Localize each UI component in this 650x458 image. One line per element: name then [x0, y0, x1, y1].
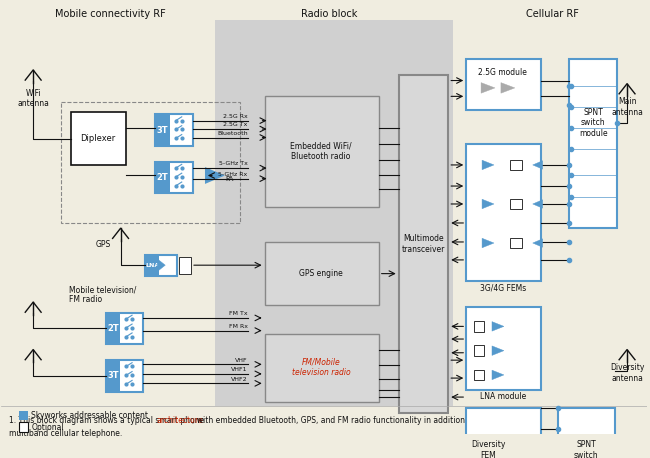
FancyBboxPatch shape	[265, 334, 379, 403]
Text: Diplexer: Diplexer	[80, 134, 115, 143]
Text: GPS engine: GPS engine	[299, 269, 343, 278]
Text: 1. This block diagram shows a typical smart phone: 1. This block diagram shows a typical sm…	[9, 416, 207, 425]
FancyBboxPatch shape	[474, 345, 484, 356]
Text: VHF1: VHF1	[231, 367, 248, 372]
Text: Diversity
FEM: Diversity FEM	[471, 440, 505, 458]
Text: VHF: VHF	[235, 358, 248, 363]
Text: 2T: 2T	[107, 324, 119, 333]
Text: Mobile television/
FM radio: Mobile television/ FM radio	[69, 285, 136, 305]
FancyBboxPatch shape	[265, 242, 379, 305]
Text: Multimode
transceiver: Multimode transceiver	[402, 234, 445, 254]
Text: 5-GHz Rx: 5-GHz Rx	[218, 172, 248, 177]
Text: SPNT
switch
module: SPNT switch module	[579, 108, 608, 138]
FancyBboxPatch shape	[558, 408, 615, 458]
FancyBboxPatch shape	[474, 370, 484, 380]
Text: FM/Mobile
television radio: FM/Mobile television radio	[292, 358, 350, 377]
Text: Bluetooth: Bluetooth	[217, 131, 248, 136]
FancyBboxPatch shape	[106, 360, 144, 392]
Polygon shape	[482, 199, 494, 209]
FancyBboxPatch shape	[398, 75, 448, 413]
Text: Mobile connectivity RF: Mobile connectivity RF	[55, 9, 166, 19]
Text: 2.5G Rx: 2.5G Rx	[223, 114, 248, 119]
Text: Embedded WiFi/
Bluetooth radio: Embedded WiFi/ Bluetooth radio	[291, 142, 352, 161]
Text: Main
antenna: Main antenna	[611, 97, 643, 117]
FancyBboxPatch shape	[146, 255, 159, 276]
Polygon shape	[533, 200, 543, 208]
FancyBboxPatch shape	[179, 257, 191, 273]
FancyBboxPatch shape	[106, 313, 120, 344]
Text: architecture: architecture	[157, 416, 203, 425]
Polygon shape	[501, 82, 515, 93]
Polygon shape	[492, 346, 504, 355]
Text: 2T: 2T	[157, 173, 168, 182]
Polygon shape	[157, 259, 165, 272]
Text: 3G/4G FEMs: 3G/4G FEMs	[480, 284, 526, 293]
Text: Skyworks addressable content: Skyworks addressable content	[31, 411, 148, 420]
Polygon shape	[492, 370, 504, 380]
FancyBboxPatch shape	[474, 321, 484, 332]
Text: SPNT
switch: SPNT switch	[574, 440, 599, 458]
Text: 5-GHz Tx: 5-GHz Tx	[219, 161, 248, 166]
FancyBboxPatch shape	[106, 360, 120, 392]
Text: multiband cellular telephone.: multiband cellular telephone.	[9, 429, 123, 438]
FancyBboxPatch shape	[146, 255, 177, 276]
Text: Cellular RF: Cellular RF	[526, 9, 579, 19]
Polygon shape	[492, 322, 504, 331]
FancyBboxPatch shape	[106, 313, 144, 344]
Text: Radio block: Radio block	[301, 9, 358, 19]
FancyBboxPatch shape	[510, 199, 522, 209]
Polygon shape	[481, 82, 495, 93]
Polygon shape	[533, 239, 543, 247]
FancyBboxPatch shape	[466, 307, 541, 390]
FancyBboxPatch shape	[215, 21, 453, 405]
FancyBboxPatch shape	[510, 238, 522, 248]
Polygon shape	[482, 238, 494, 248]
FancyBboxPatch shape	[466, 408, 541, 458]
Text: Diversity
antenna: Diversity antenna	[610, 363, 644, 382]
FancyBboxPatch shape	[510, 160, 522, 169]
FancyBboxPatch shape	[155, 162, 170, 193]
Text: Optional: Optional	[31, 423, 64, 431]
Text: FM Rx: FM Rx	[229, 324, 248, 329]
Text: GPS: GPS	[96, 240, 111, 249]
Text: LNA module: LNA module	[480, 392, 526, 401]
Text: , with embedded Bluetooth, GPS, and FM radio functionality in addition to the: , with embedded Bluetooth, GPS, and FM r…	[192, 416, 490, 425]
FancyBboxPatch shape	[155, 162, 193, 193]
FancyBboxPatch shape	[20, 422, 28, 432]
Text: 3T: 3T	[107, 371, 119, 381]
Polygon shape	[533, 161, 543, 169]
Polygon shape	[205, 167, 225, 184]
FancyBboxPatch shape	[71, 112, 125, 165]
Polygon shape	[482, 160, 494, 169]
Text: LNA: LNA	[145, 263, 159, 267]
Text: PA: PA	[226, 176, 234, 182]
FancyBboxPatch shape	[155, 114, 170, 146]
FancyBboxPatch shape	[20, 411, 28, 420]
FancyBboxPatch shape	[265, 96, 379, 207]
FancyBboxPatch shape	[155, 114, 193, 146]
Text: 2.5G module: 2.5G module	[478, 68, 527, 76]
Text: 3T: 3T	[157, 125, 168, 135]
Text: VHF2: VHF2	[231, 376, 248, 382]
Text: WiFi
antenna: WiFi antenna	[18, 89, 49, 108]
FancyBboxPatch shape	[466, 144, 541, 281]
FancyBboxPatch shape	[466, 60, 541, 110]
Text: FM Tx: FM Tx	[229, 311, 248, 316]
FancyBboxPatch shape	[569, 60, 617, 228]
Text: 2.5G Tx: 2.5G Tx	[224, 122, 248, 127]
